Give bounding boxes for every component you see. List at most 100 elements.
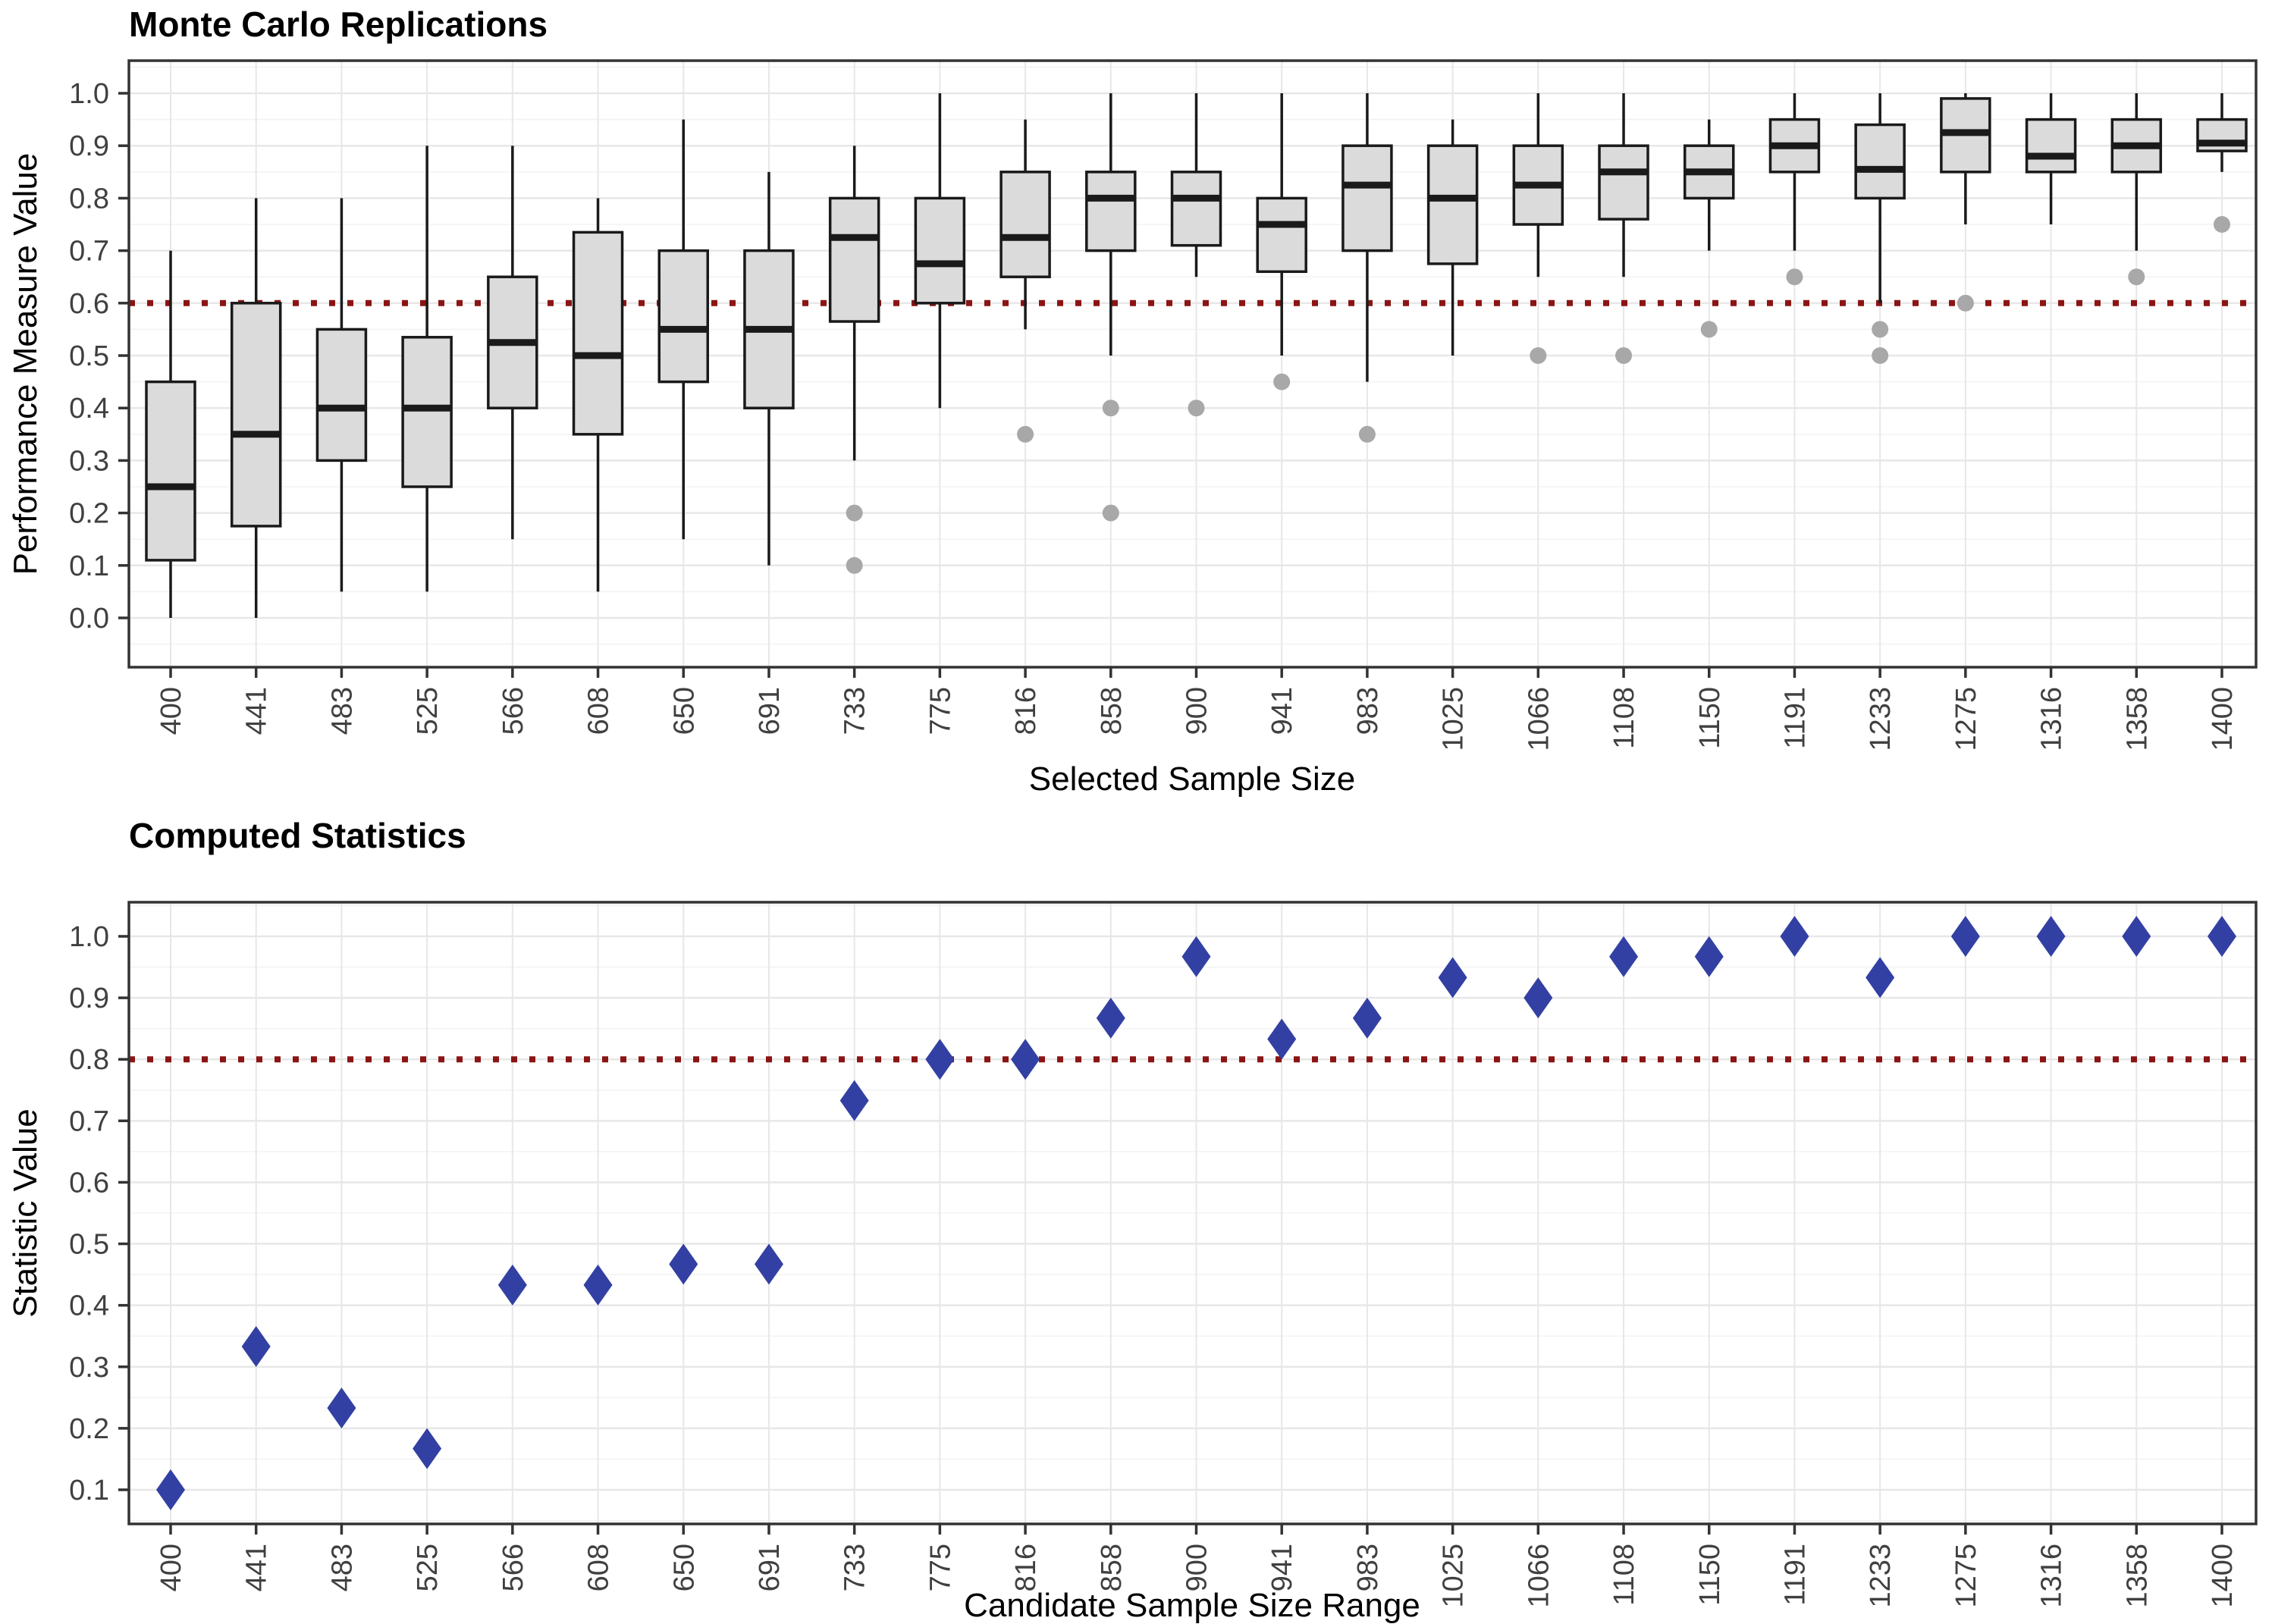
box [1854, 123, 1906, 200]
y-tick-label: 0.9 [69, 130, 109, 162]
box [315, 328, 368, 462]
diamond-point [156, 1469, 185, 1510]
x-tick-label: 1275 [1950, 687, 1982, 751]
x-tick-label: 1150 [1694, 687, 1726, 749]
outlier-point [1188, 400, 1205, 417]
outlier-point [1530, 347, 1547, 364]
panel1-x-axis-title: Selected Sample Size [1029, 760, 1355, 798]
diamond-point [1011, 1039, 1040, 1080]
x-tick-label: 691 [754, 1544, 786, 1591]
x-tick-label: 1316 [2036, 687, 2068, 751]
y-tick-label: 0.1 [69, 550, 109, 582]
diamond-point [1523, 977, 1553, 1019]
outlier-point [1956, 294, 1974, 312]
outlier-point [846, 556, 863, 574]
box [2025, 118, 2077, 174]
diamond-point [1096, 997, 1125, 1039]
panel-border [127, 901, 2258, 1525]
x-tick-label: 1108 [1608, 1544, 1640, 1606]
diamond-point [1694, 936, 1724, 977]
x-tick-label: 733 [839, 1544, 871, 1591]
boxplot-chart: 0.0 0.1 0.2 0.3 0.4 0.5 0.6 0.7 0.8 0.9 1.0 400 441 4… [7, 5, 2258, 798]
diamond-point [241, 1326, 271, 1368]
x-tick-label: 650 [668, 687, 700, 735]
outlier-point [1102, 400, 1119, 417]
diamond-point [1866, 957, 1895, 999]
diamond-point [2036, 916, 2066, 957]
diamond-point [327, 1387, 356, 1429]
panel1-y-axis-title: Performance Measure Value [7, 153, 44, 575]
x-tick-label: 1400 [2207, 1544, 2239, 1608]
box [914, 196, 966, 305]
x-tick-label: 858 [1096, 687, 1128, 735]
x-tick-label: 566 [497, 1544, 529, 1591]
y-tick-label: 0.4 [69, 393, 109, 425]
y-tick-label: 0.8 [69, 183, 109, 215]
x-tick-label: 1191 [1779, 1544, 1811, 1606]
diamond-point [1352, 997, 1382, 1039]
y-tick-label: 0.6 [69, 288, 109, 320]
outlier-point [1358, 425, 1376, 443]
outlier-point [1872, 347, 1889, 364]
x-tick-label: 733 [839, 687, 871, 735]
y-tick-label: 0.2 [69, 1413, 109, 1445]
x-tick-label: 816 [1010, 687, 1042, 735]
y-tick-label: 0.5 [69, 1229, 109, 1261]
outlier-point [1872, 321, 1889, 338]
box [1341, 144, 1393, 252]
panel2-x-axis-title: Candidate Sample Size Range [964, 1587, 1420, 1624]
panel1-title: Monte Carlo Replications [129, 5, 548, 44]
outlier-point [1102, 504, 1119, 522]
x-tick-label: 816 [1010, 1544, 1042, 1591]
x-tick-label: 775 [924, 687, 956, 735]
x-tick-label: 1108 [1608, 687, 1640, 749]
box [1085, 171, 1137, 252]
x-tick-label: 1316 [2036, 1544, 2068, 1608]
y-tick-label: 0.3 [69, 445, 109, 477]
x-tick-label: 941 [1266, 687, 1298, 735]
x-tick-label: 1150 [1694, 1544, 1726, 1606]
x-tick-label: 1233 [1865, 687, 1897, 751]
panel-border [127, 59, 2258, 669]
box [1170, 171, 1222, 247]
box [401, 336, 453, 488]
y-tick-label: 0.2 [69, 498, 109, 530]
x-tick-label: 608 [583, 1544, 615, 1591]
diamond-point [2122, 916, 2151, 957]
x-tick-label: 483 [326, 687, 358, 735]
x-tick-label: 525 [412, 687, 444, 735]
x-tick-label: 1358 [2121, 1544, 2153, 1608]
y-tick-label: 0.8 [69, 1044, 109, 1076]
y-tick-label: 0.6 [69, 1167, 109, 1199]
diamond-point [1609, 936, 1639, 977]
outlier-point [2214, 216, 2230, 233]
box [1256, 196, 1307, 274]
x-tick-label: 941 [1266, 1544, 1298, 1591]
box [145, 380, 196, 562]
x-tick-label: 441 [241, 1544, 273, 1591]
x-tick-label: 1400 [2207, 687, 2239, 751]
diamond-point [1950, 916, 1980, 957]
y-tick-label: 0.7 [69, 1105, 109, 1137]
outlier-point [1700, 321, 1718, 338]
diamond-point [2208, 916, 2236, 957]
y-tick-label: 0.0 [69, 603, 109, 635]
box [572, 230, 624, 436]
diamond-point [1267, 1018, 1297, 1060]
x-tick-label: 1025 [1438, 687, 1470, 751]
x-tick-label: 1066 [1523, 687, 1555, 751]
x-tick-label: 483 [326, 1544, 358, 1591]
diamond-point [583, 1264, 613, 1306]
box [1598, 144, 1649, 221]
diamond-point [925, 1039, 955, 1080]
scatter-chart: 0.1 0.2 0.3 0.4 0.5 0.6 0.7 0.8 0.9 1.0 400 441 483 5… [7, 816, 2258, 1624]
box [999, 171, 1051, 278]
box [828, 196, 880, 323]
x-tick-label: 1275 [1950, 1544, 1982, 1608]
x-tick-label: 691 [754, 687, 786, 735]
x-tick-label: 1191 [1779, 687, 1811, 749]
diamond-point [839, 1080, 869, 1121]
outlier-point [846, 504, 863, 522]
x-tick-label: 1025 [1438, 1544, 1470, 1608]
